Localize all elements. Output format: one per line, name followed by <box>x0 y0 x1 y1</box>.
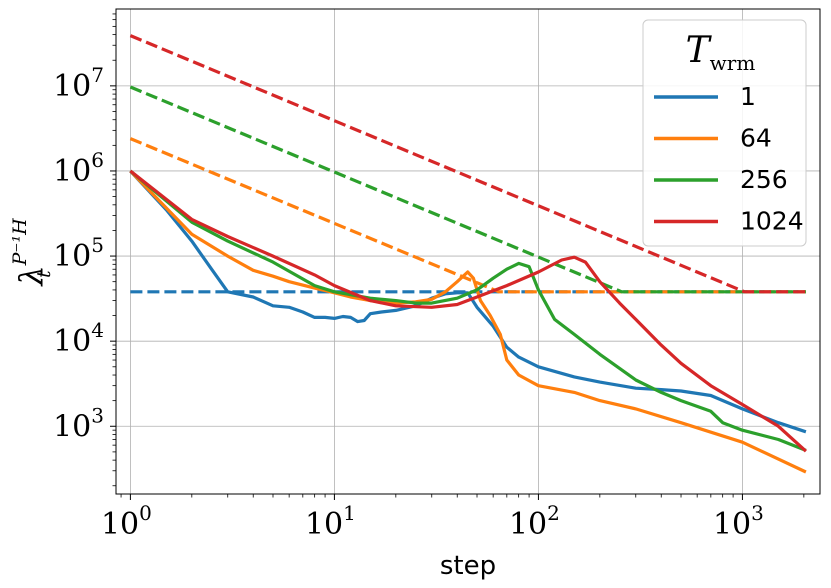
series-line-64-solid <box>129 169 807 474</box>
y-tick-label-exp: 4 <box>91 318 104 342</box>
legend-label: 1 <box>740 82 756 111</box>
x-tick-label: 103 <box>713 501 764 542</box>
legend-label: 64 <box>740 124 772 153</box>
plot-frame <box>115 8 821 495</box>
y-axis-label: λP⁻¹H <box>9 218 50 288</box>
series-line-1024-solid <box>129 169 807 453</box>
legend: Twrm 1 64 256 1024 <box>642 19 807 247</box>
series-line-1024-dashed <box>129 34 806 294</box>
x-tick-label-base: 10 <box>713 507 751 542</box>
x-tick-label-exp: 0 <box>139 501 152 525</box>
x-tick-label: 102 <box>509 501 560 542</box>
y-tick-label-exp: 6 <box>91 148 104 172</box>
x-tick-label: 101 <box>305 501 356 542</box>
y-axis-label-sup: P⁻¹H <box>9 218 31 266</box>
y-tick-label: 104 <box>53 318 104 359</box>
x-tick-label-base: 10 <box>509 507 547 542</box>
y-tick-label-exp: 5 <box>91 233 104 257</box>
y-tick-label-base: 10 <box>53 154 91 189</box>
y-tick-label-base: 10 <box>53 239 91 274</box>
legend-label: 1024 <box>740 207 804 236</box>
x-tick-label: 100 <box>101 501 152 542</box>
y-tick-label: 106 <box>53 148 104 189</box>
y-axis-label-sub: t <box>33 270 55 278</box>
legend-box <box>642 19 807 247</box>
y-tick-label-base: 10 <box>53 69 91 104</box>
y-tick-label-base: 10 <box>53 324 91 359</box>
x-tick-label-base: 10 <box>305 507 343 542</box>
y-tick-label: 107 <box>53 63 104 104</box>
series-line-1-solid <box>129 169 807 434</box>
y-tick-label: 103 <box>53 403 104 444</box>
x-tick-label-exp: 2 <box>547 501 560 525</box>
series-group <box>129 34 807 474</box>
x-tick-label-exp: 1 <box>343 501 356 525</box>
x-tick-label-base: 10 <box>101 507 139 542</box>
y-axis-label-base: λ <box>12 265 50 287</box>
x-axis-label: step <box>440 551 496 581</box>
legend-title: Twrm <box>686 30 756 75</box>
legend-label: 256 <box>740 165 788 194</box>
y-tick-label-exp: 7 <box>91 63 104 87</box>
legend-title-sub: wrm <box>710 51 756 75</box>
x-tick-label-exp: 3 <box>751 501 764 525</box>
y-tick-label: 105 <box>53 233 104 274</box>
legend-title-base: T <box>686 30 713 71</box>
series-line-256-solid <box>129 169 807 452</box>
svg-text:λP⁻¹H: λP⁻¹H <box>9 218 50 288</box>
y-tick-label-exp: 3 <box>91 403 104 427</box>
y-tick-label-base: 10 <box>53 409 91 444</box>
